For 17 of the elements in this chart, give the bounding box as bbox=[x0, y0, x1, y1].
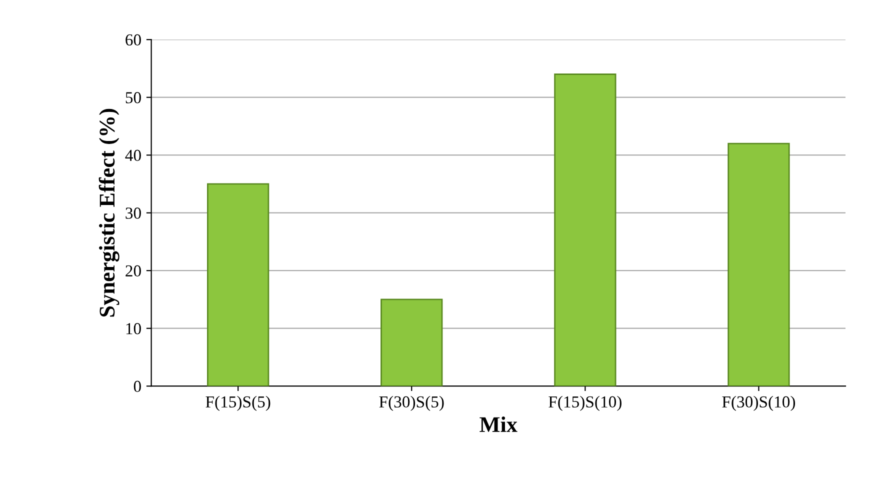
bar bbox=[728, 142, 790, 386]
x-axis-title: Mix bbox=[480, 416, 518, 432]
x-tick-label: F(15)S(5) bbox=[206, 396, 270, 411]
y-tick-label: 40 bbox=[125, 150, 141, 162]
x-tick-label: F(30)S(5) bbox=[379, 396, 444, 411]
y-tick-label: 20 bbox=[126, 265, 141, 277]
y-tick-label: 10 bbox=[126, 323, 141, 334]
y-tick-label: 0 bbox=[134, 380, 141, 392]
y-tick-label: 60 bbox=[126, 34, 141, 46]
x-tick-label: F(15)S(10) bbox=[548, 396, 622, 411]
bar bbox=[380, 298, 443, 386]
y-tick-label: 30 bbox=[126, 208, 141, 219]
bar bbox=[554, 74, 616, 386]
bar bbox=[207, 183, 270, 386]
x-tick-label: F(30)S(10) bbox=[722, 396, 796, 411]
y-axis-title: Synergistic Effect (%) bbox=[98, 108, 120, 317]
y-tick-label: 50 bbox=[126, 92, 141, 104]
